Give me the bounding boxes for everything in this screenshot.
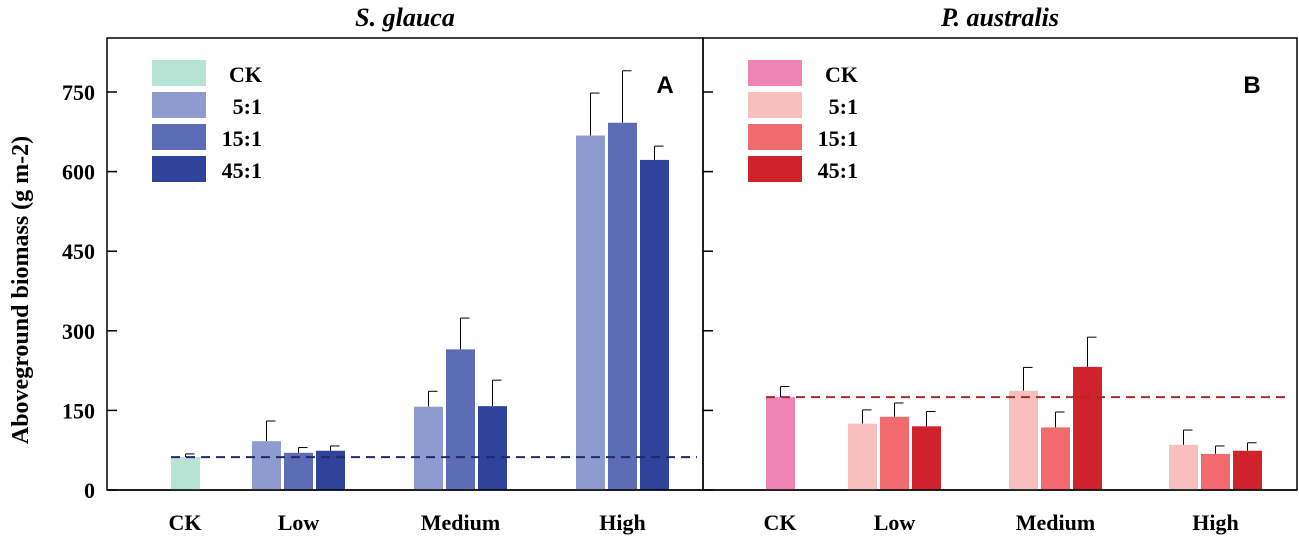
bar-15-1-medium [1041, 427, 1070, 490]
legend-label: 45:1 [222, 158, 262, 183]
panel-label: B [1243, 72, 1260, 99]
y-tick-label: 0 [84, 478, 95, 503]
bar-15-1-high [1201, 453, 1230, 490]
x-tick-label: CK [764, 510, 797, 535]
bar-ck [766, 397, 795, 490]
y-tick-label: 600 [62, 160, 95, 185]
bar-ck [171, 457, 200, 490]
x-tick-label: Medium [421, 510, 500, 535]
bar-15-1-low [880, 416, 909, 490]
x-tick-label: Low [278, 510, 320, 535]
panel-title: S. glauca [355, 3, 455, 32]
x-tick-label: Low [874, 510, 916, 535]
legend-label: CK [229, 62, 262, 87]
bar-5-1-high [576, 135, 605, 491]
legend-swatch [748, 124, 802, 150]
legend-swatch [748, 156, 802, 182]
bar-15-1-low [284, 452, 313, 490]
legend-label: 15:1 [222, 126, 262, 151]
legend-label: 45:1 [818, 158, 858, 183]
y-axis-label: Aboveground biomass (g m-2) [8, 136, 34, 444]
bar-5-1-high [1169, 444, 1198, 490]
y-tick-label: 300 [62, 319, 95, 344]
bar-45-1-medium [1073, 366, 1102, 490]
x-tick-label: High [1192, 510, 1238, 535]
bar-15-1-high [608, 122, 637, 491]
bar-5-1-medium [414, 406, 443, 490]
bar-5-1-medium [1009, 390, 1038, 490]
x-tick-label: CK [169, 510, 202, 535]
bar-5-1-low [848, 423, 877, 490]
legend-label: CK [825, 62, 858, 87]
y-tick-label: 450 [62, 239, 95, 264]
bar-45-1-low [912, 426, 941, 490]
legend-swatch [152, 92, 206, 118]
legend-label: 5:1 [829, 94, 858, 119]
legend-label: 15:1 [818, 126, 858, 151]
panel-label: A [656, 72, 673, 99]
bar-45-1-high [1233, 450, 1262, 490]
legend-swatch [748, 60, 802, 86]
panel-title: P. australis [940, 3, 1059, 32]
y-tick-label: 750 [62, 80, 95, 105]
legend-swatch [152, 60, 206, 86]
x-tick-label: High [599, 510, 645, 535]
bar-5-1-low [252, 441, 281, 490]
bar-45-1-high [640, 159, 669, 490]
bar-45-1-medium [478, 406, 507, 490]
legend-swatch [152, 124, 206, 150]
legend-label: 5:1 [233, 94, 262, 119]
y-tick-label: 150 [62, 398, 95, 423]
x-tick-label: Medium [1016, 510, 1095, 535]
legend-swatch [748, 92, 802, 118]
bar-15-1-medium [446, 349, 475, 490]
legend-swatch [152, 156, 206, 182]
